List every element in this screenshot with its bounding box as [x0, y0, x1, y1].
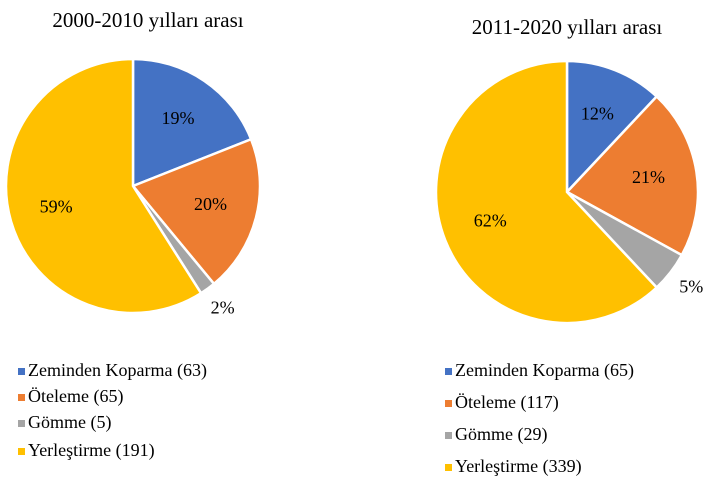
legend-swatch [18, 448, 25, 455]
legend-swatch [445, 432, 452, 439]
legend-swatch [445, 368, 452, 375]
pie-slice [565, 59, 659, 196]
pie-slice [130, 137, 262, 286]
data-label: 2% [211, 297, 235, 317]
data-label: 12% [581, 103, 614, 123]
data-label: 5% [679, 276, 703, 296]
chart-title: 2011-2020 yılları arası [472, 15, 663, 39]
legend-label: Gömme (29) [455, 424, 547, 445]
legend-label: Zeminden Koparma (63) [28, 360, 207, 381]
legend-swatch [445, 400, 452, 407]
legend-label: Yerleştirme (191) [28, 440, 155, 461]
legend-label: Öteleme (117) [455, 392, 559, 413]
pie-slice [564, 94, 700, 257]
data-label: 19% [161, 108, 194, 128]
legend-label: Gömme (5) [28, 412, 111, 433]
legend-label: Yerleştirme (339) [455, 456, 582, 477]
legend-swatch [18, 368, 25, 375]
pie-slice [131, 57, 253, 188]
legend-label: Zeminden Koparma (65) [455, 360, 634, 381]
data-label: 59% [40, 196, 73, 216]
pie-slice [4, 57, 203, 315]
data-label: 20% [194, 194, 227, 214]
pie-slice [434, 59, 659, 325]
data-label: 21% [632, 167, 665, 187]
chart-title: 2000-2010 yılları arası [52, 8, 243, 32]
data-label: 62% [474, 211, 507, 231]
legend-swatch [18, 420, 25, 427]
legend-swatch [445, 464, 452, 471]
legend-swatch [18, 394, 25, 401]
legend-label: Öteleme (65) [28, 386, 123, 407]
